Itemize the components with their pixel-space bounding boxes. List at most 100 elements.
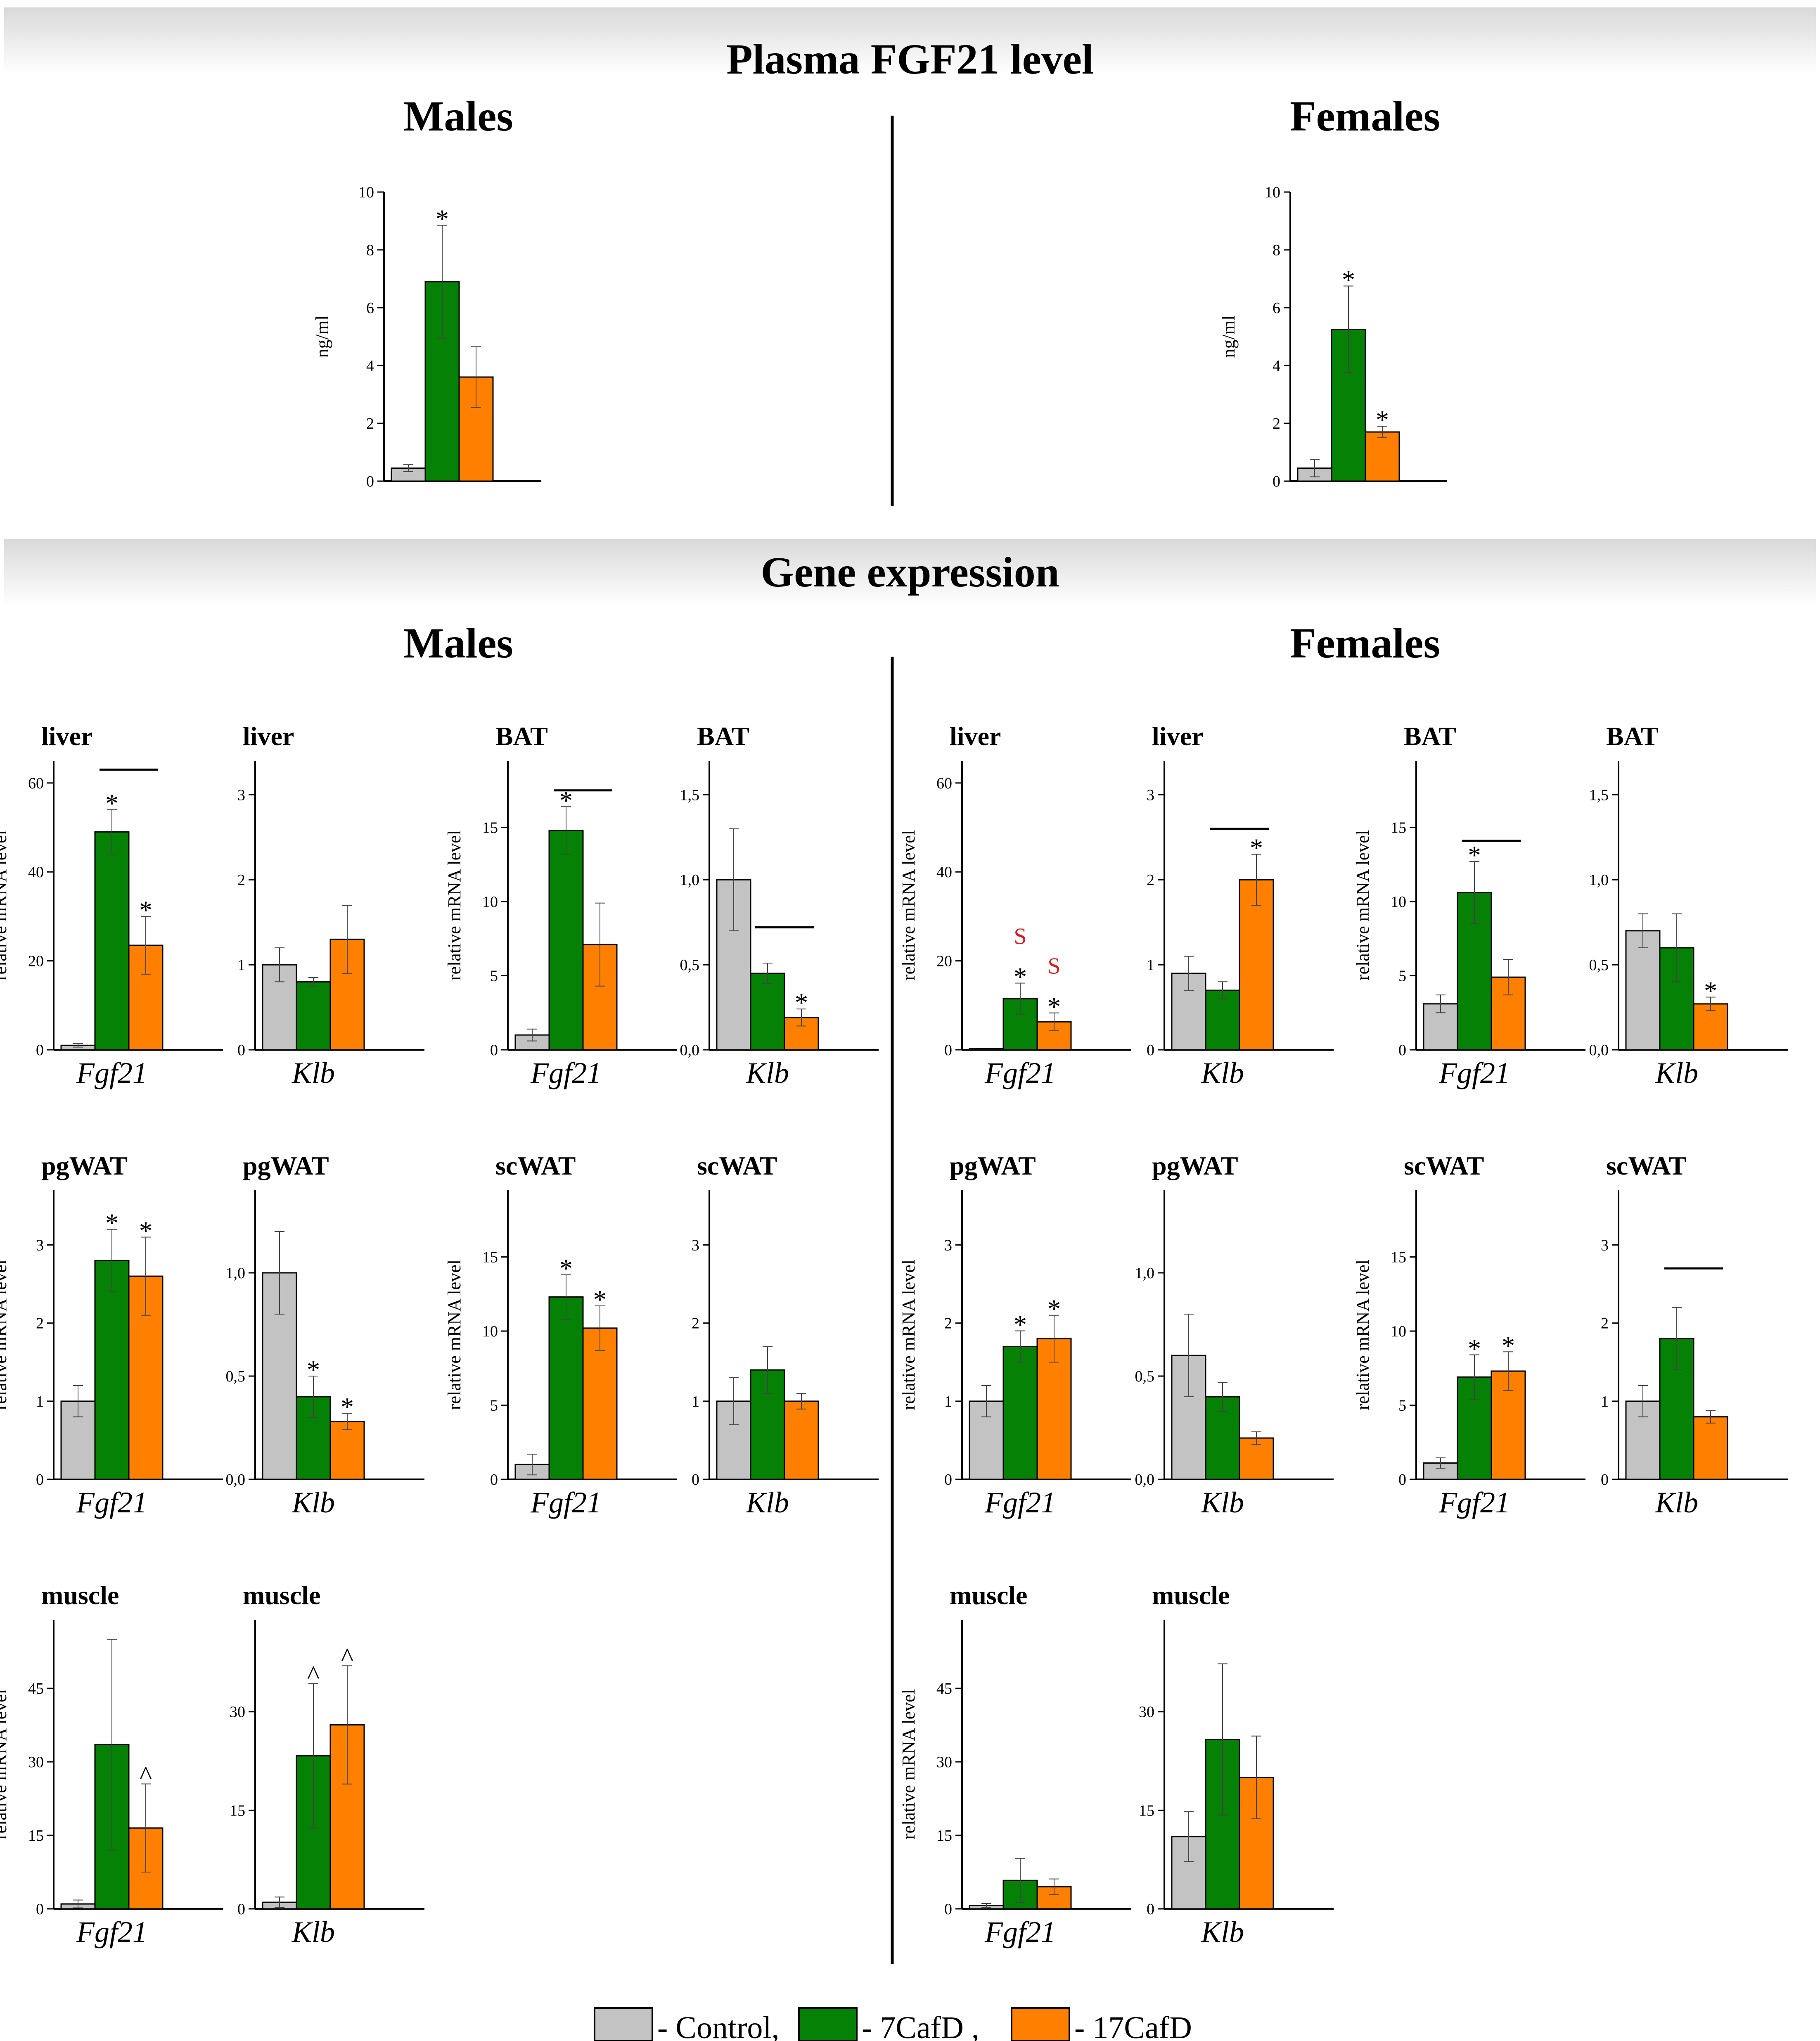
y-tick-label: 0,5	[1135, 1368, 1155, 1385]
bar-17cafd	[1365, 431, 1400, 482]
significance-asterisk: *	[593, 1285, 607, 1314]
significance-asterisk: *	[1468, 1334, 1481, 1363]
y-tick-label: 0,0	[226, 1471, 246, 1488]
significance-asterisk: *	[341, 1392, 354, 1422]
panel-m-bat-klb: 0,0 0,5 1,0 1,5 BAT * Klb	[680, 721, 879, 1089]
y-tick-label: 0	[1147, 1042, 1154, 1059]
panel-m-muscle-klb: 0 15 30 muscle ^ ^ Klb	[230, 1581, 424, 1948]
y-axis-label: relative mRNA level	[0, 1689, 10, 1839]
y-tick-label: 0	[692, 1471, 699, 1488]
y-axis-label: relative mRNA level	[898, 1689, 919, 1839]
y-tick-label: 0	[237, 1901, 245, 1918]
panel-title: BAT	[1606, 721, 1659, 751]
y-tick-label: 2	[1273, 415, 1280, 432]
panel-f-muscle-fgf21: 0 15 30 45 relative mRNA level muscle Fgf21	[898, 1581, 1131, 1948]
panel-m-scwat-fgf21: 0 5 10 15 relative mRNA level scWAT * * Fgf21	[444, 1151, 677, 1519]
y-tick-label: 0	[490, 1042, 498, 1059]
gene-label: Klb	[746, 1486, 789, 1519]
bar-17cafd	[329, 1421, 365, 1480]
panel-m-pgwat-fgf21: 0 1 2 3 relative mRNA level pgWAT * * Fgf21	[0, 1151, 223, 1519]
panel-title: muscle	[243, 1581, 320, 1610]
y-tick-label: 0	[1601, 1471, 1609, 1488]
y-tick-label: 3	[1601, 1236, 1609, 1254]
bar-7cafd	[296, 981, 331, 1051]
y-tick-label: 0	[36, 1042, 44, 1059]
y-tick-label: 3	[36, 1236, 44, 1254]
panel-f-bat-fgf21: 0 5 10 15 relative mRNA level BAT * Fgf21	[1353, 721, 1585, 1089]
significance-asterisk: *	[1014, 962, 1027, 991]
y-tick-label: 8	[366, 242, 374, 259]
legend-label-7cafd: - 7CafD ,	[862, 2010, 979, 2041]
bar-7cafd	[548, 1296, 584, 1480]
y-tick-label: 60	[28, 775, 44, 792]
legend: - Control, - 7CafD , - 17CafD	[594, 2007, 1192, 2041]
bar-7cafd	[94, 1260, 130, 1480]
y-tick-label: 5	[490, 1397, 498, 1414]
significance-asterisk: *	[559, 1254, 573, 1283]
y-tick-label: 0	[36, 1901, 44, 1918]
panel-title: BAT	[697, 721, 749, 751]
gene-label: Fgf21	[76, 1915, 147, 1948]
y-tick-label: 30	[936, 1754, 952, 1771]
bar-7cafd	[94, 831, 130, 1051]
y-tick-label: 0	[490, 1471, 498, 1488]
significance-caret: ^	[341, 1642, 353, 1671]
y-axis-label: ng/ml	[312, 316, 332, 358]
panel-title: scWAT	[1404, 1151, 1484, 1180]
y-tick-label: 8	[1273, 242, 1280, 259]
gene-label: Klb	[1655, 1486, 1698, 1519]
y-tick-label: 2	[366, 415, 374, 432]
y-tick-label: 0,0	[1589, 1042, 1609, 1059]
y-tick-label: 30	[28, 1754, 44, 1771]
y-tick-label: 0,5	[226, 1368, 246, 1385]
significance-asterisk: *	[105, 1208, 118, 1238]
y-tick-label: 30	[1139, 1704, 1154, 1721]
significance-asterisk: *	[1704, 976, 1717, 1005]
significance-s: S	[1014, 923, 1026, 949]
panel-m-scwat-klb: 0 1 2 3 scWAT Klb	[692, 1151, 879, 1519]
legend-label-17cafd: - 17CafD	[1074, 2010, 1192, 2041]
bar-control	[1625, 930, 1661, 1051]
y-tick-label: 0	[1147, 1901, 1154, 1918]
y-tick-label: 3	[237, 786, 245, 804]
significance-asterisk: *	[1047, 992, 1061, 1021]
panel-title: pgWAT	[1152, 1151, 1238, 1180]
y-axis-label: relative mRNA level	[1353, 1260, 1373, 1410]
panel-title: liver	[1152, 721, 1203, 751]
y-axis-label: ng/ml	[1218, 316, 1239, 358]
y-tick-label: 1	[1601, 1393, 1609, 1410]
y-tick-label: 30	[230, 1704, 245, 1721]
y-tick-label: 6	[1273, 299, 1280, 317]
y-tick-label: 5	[1398, 1397, 1406, 1414]
y-tick-label: 15	[1139, 1802, 1154, 1819]
panel-f-liver-fgf21: 0 20 40 60 relative mRNA level liver * * SS Fgf21	[898, 721, 1131, 1089]
y-tick-label: 45	[936, 1680, 952, 1697]
significance-asterisk: *	[1468, 840, 1481, 870]
panel-f-bat-klb: 0,0 0,5 1,0 1,5 BAT * Klb	[1589, 721, 1788, 1089]
significance-asterisk: *	[1342, 265, 1355, 294]
plasma-section-title: Plasma FGF21 level	[726, 36, 1094, 83]
significance-asterisk: *	[1014, 1310, 1027, 1339]
y-tick-label: 2	[237, 871, 245, 889]
y-tick-label: 2	[944, 1315, 952, 1332]
y-tick-label: 0,5	[680, 956, 700, 974]
gene-label: Klb	[291, 1056, 335, 1089]
bar-17cafd	[1693, 1003, 1728, 1051]
bar-7cafd	[750, 973, 785, 1051]
significance-asterisk: *	[1502, 1331, 1515, 1360]
gene-label: Klb	[1655, 1056, 1698, 1089]
bar-17cafd	[784, 1400, 819, 1480]
significance-asterisk: *	[307, 1355, 320, 1384]
gene-label: Klb	[291, 1486, 335, 1519]
panel-m-liver-fgf21: 0 20 40 60 relative mRNA level liver * * Fgf21	[0, 721, 223, 1089]
gene-label: Fgf21	[530, 1056, 602, 1089]
y-tick-label: 4	[366, 357, 374, 375]
y-tick-label: 0	[944, 1042, 952, 1059]
panel-f-liver-klb: 0 1 2 3 liver * Klb	[1147, 721, 1334, 1089]
bar-control	[969, 1048, 1004, 1051]
y-tick-label: 1,5	[1589, 786, 1609, 804]
y-tick-label: 15	[1391, 1249, 1406, 1266]
y-tick-label: 0	[1398, 1042, 1406, 1059]
